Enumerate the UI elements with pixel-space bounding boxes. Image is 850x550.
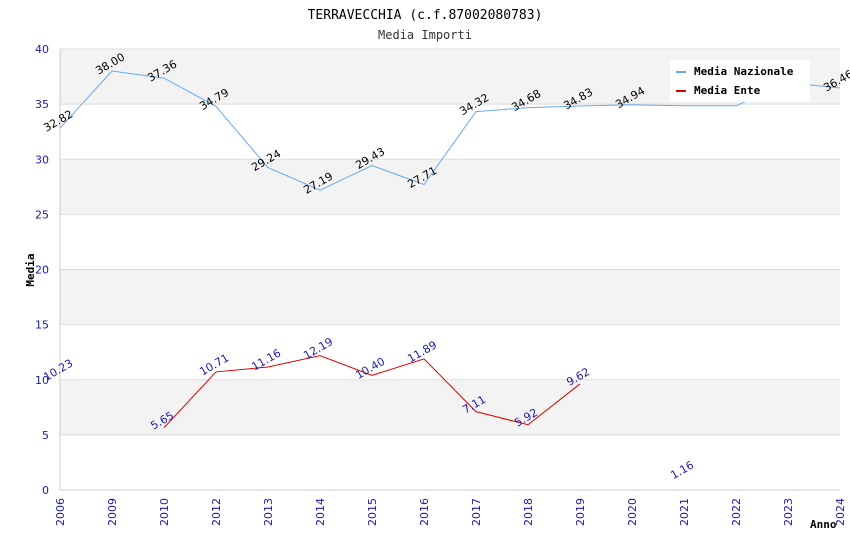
x-tick-label: 2009: [106, 498, 119, 526]
chart-title: TERRAVECCHIA (c.f.87002080783): [308, 8, 543, 23]
x-tick-label: 2017: [470, 498, 483, 526]
grid-band: [60, 434, 840, 490]
y-tick-label: 35: [35, 98, 49, 111]
x-tick-label: 2019: [574, 498, 587, 526]
grid-band: [60, 324, 840, 380]
x-tick-label: 2010: [158, 498, 171, 526]
x-tick-label: 2015: [366, 498, 379, 526]
legend-box: [670, 60, 810, 102]
x-axis-label: Anno: [810, 518, 837, 531]
grid-band: [60, 269, 840, 325]
x-tick-label: 2022: [730, 498, 743, 526]
grid-band: [60, 379, 840, 435]
grid-band: [60, 159, 840, 215]
y-tick-label: 25: [35, 208, 49, 221]
x-tick-label: 2016: [418, 498, 431, 526]
legend: Media Nazionale Media Ente: [670, 60, 810, 102]
grid-band: [60, 214, 840, 270]
y-axis-label: Media: [24, 253, 37, 286]
x-tick-label: 2018: [522, 498, 535, 526]
legend-label-media-nazionale: Media Nazionale: [694, 65, 794, 78]
x-tick-label: 2024: [834, 498, 847, 526]
x-tick-label: 2012: [210, 498, 223, 526]
y-tick-label: 0: [42, 484, 49, 497]
x-tick-label: 2021: [678, 498, 691, 526]
grid-band: [60, 104, 840, 160]
x-tick-label: 2020: [626, 498, 639, 526]
y-tick-label: 20: [35, 264, 49, 277]
series-line-media-nazionale: [59, 70, 841, 191]
x-tick-label: 2014: [314, 498, 327, 526]
x-tick-label: 2006: [54, 498, 67, 526]
series-line-media-ente: [163, 355, 581, 429]
y-tick-label: 30: [35, 153, 49, 166]
legend-label-media-ente: Media Ente: [694, 84, 761, 97]
x-tick-label: 2023: [782, 498, 795, 526]
y-tick-label: 40: [35, 43, 49, 56]
y-tick-label: 5: [42, 429, 49, 442]
x-tick-label: 2013: [262, 498, 275, 526]
y-tick-label: 15: [35, 319, 49, 332]
y-tick-label: 10: [35, 374, 49, 387]
chart-subtitle: Media Importi: [378, 28, 472, 42]
